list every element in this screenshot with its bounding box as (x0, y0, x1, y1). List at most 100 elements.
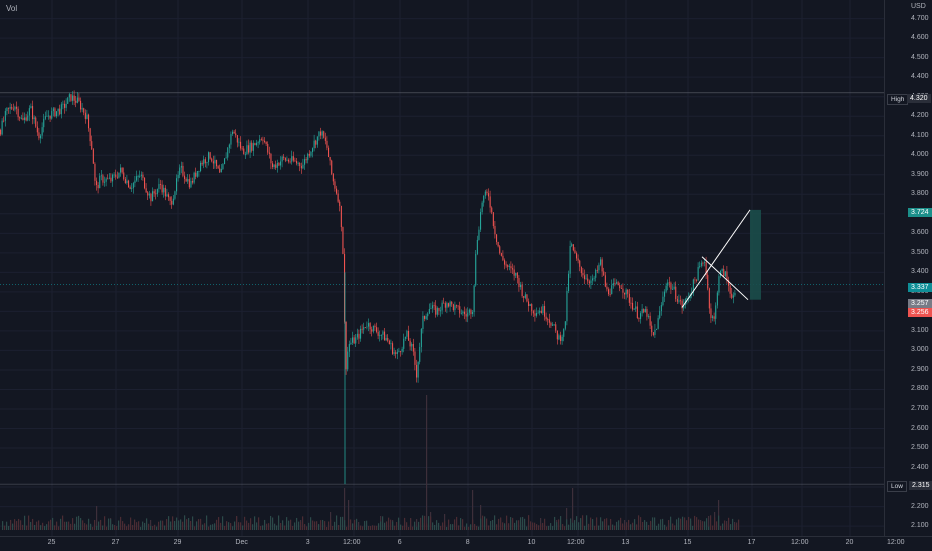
candle-body (291, 156, 293, 162)
candle-body (352, 337, 354, 343)
chart-canvas[interactable]: Vol (0, 0, 884, 536)
candle-body (608, 289, 610, 295)
volume-bar (678, 517, 680, 530)
candle-body (81, 108, 83, 110)
candle-body (587, 278, 589, 282)
volume-bar (408, 526, 410, 530)
candle-body (244, 154, 246, 156)
volume-bar (222, 516, 224, 530)
candle-body (584, 275, 586, 280)
candle-body (200, 162, 202, 171)
candle-body (156, 189, 158, 195)
candle-body (617, 282, 619, 286)
volume-bar (218, 517, 220, 530)
candle-body (27, 115, 29, 121)
volume-bar (358, 526, 360, 530)
candle-body (611, 285, 613, 295)
volume-bar (76, 516, 78, 530)
candle-body (38, 132, 40, 139)
candle-body (84, 112, 86, 119)
volume-bar (648, 524, 650, 530)
volume-bar (700, 521, 702, 530)
price-tick-label: 4.500 (911, 53, 929, 61)
volume-bar (558, 519, 560, 530)
time-axis[interactable]: 25 27 29 Dec 3 12:00 6 8 10 12:00 13 15 17 12:00 20 12:… (0, 536, 932, 551)
candle-body (555, 324, 557, 331)
candle-body (195, 172, 197, 177)
candle-body (305, 159, 307, 161)
volume-bar (72, 518, 74, 530)
candle-body (169, 197, 171, 201)
volume-bar (728, 517, 730, 530)
price-axis[interactable]: USD 4.7004.6004.5004.4004.3004.2004.1004… (884, 0, 932, 536)
volume-bar (680, 518, 682, 530)
candle-body (148, 193, 150, 196)
volume-bar (320, 520, 322, 530)
candle-body (681, 300, 683, 309)
candle-body (707, 274, 709, 289)
volume-bar (66, 521, 68, 530)
candle-body (571, 244, 573, 247)
volume-bar (454, 519, 456, 530)
volume-bar (482, 515, 484, 530)
candle-body (308, 153, 310, 156)
volume-bar (684, 517, 686, 530)
candle-body (4, 111, 6, 121)
time-tick-label: Dec (235, 539, 248, 546)
candle-body (12, 108, 14, 110)
volume-bar (534, 522, 536, 530)
volume-bar (94, 519, 96, 530)
volume-bar (304, 524, 306, 530)
price-badge-grey: 3.257 (908, 299, 932, 308)
candle-body (616, 282, 618, 284)
volume-bar (148, 523, 150, 530)
candle-body (619, 285, 621, 289)
candle-body (92, 149, 94, 164)
low-value-badge: 2.315 (909, 481, 932, 490)
volume-bar (650, 520, 652, 530)
volume-indicator-label[interactable]: Vol (6, 4, 18, 13)
candle-body (129, 187, 131, 189)
candle-body (203, 159, 205, 165)
candle-body (446, 303, 448, 308)
candle-body (280, 161, 282, 166)
candle-body (609, 294, 611, 295)
volume-bar (556, 522, 558, 530)
price-tick-label: 3.400 (911, 268, 929, 276)
candle-body (32, 106, 34, 120)
candle-body (523, 296, 525, 298)
candle-body (326, 140, 328, 148)
volume-bar (426, 523, 428, 530)
candle-body (374, 325, 376, 328)
volume-bar (256, 522, 258, 530)
candle-body (436, 308, 438, 315)
volume-bar (592, 519, 594, 530)
time-tick-label: 6 (397, 539, 402, 546)
volume-bar (662, 518, 664, 530)
candle-body (556, 330, 558, 340)
volume-bar (636, 524, 638, 530)
volume-bar (96, 506, 98, 530)
candle-body (699, 265, 701, 268)
volume-bar (74, 523, 76, 530)
volume-bar (316, 521, 318, 530)
volume-bar (216, 519, 218, 530)
candle-body (62, 103, 64, 105)
candle-body (675, 286, 677, 299)
candle-body (596, 269, 598, 271)
candle-body (721, 269, 723, 271)
volume-bar (696, 517, 698, 530)
candle-body (401, 348, 403, 352)
candle-body (534, 313, 536, 316)
volume-bar (282, 520, 284, 530)
candle-body (443, 302, 445, 304)
candle-body (694, 279, 696, 281)
volume-bar (550, 523, 552, 530)
volume-bar (434, 524, 436, 530)
candle-body (563, 328, 565, 337)
volume-bar (310, 517, 312, 530)
candle-body (516, 272, 518, 279)
price-chart-svg[interactable] (0, 0, 884, 536)
volume-bar (612, 524, 614, 530)
volume-bar (38, 520, 40, 530)
